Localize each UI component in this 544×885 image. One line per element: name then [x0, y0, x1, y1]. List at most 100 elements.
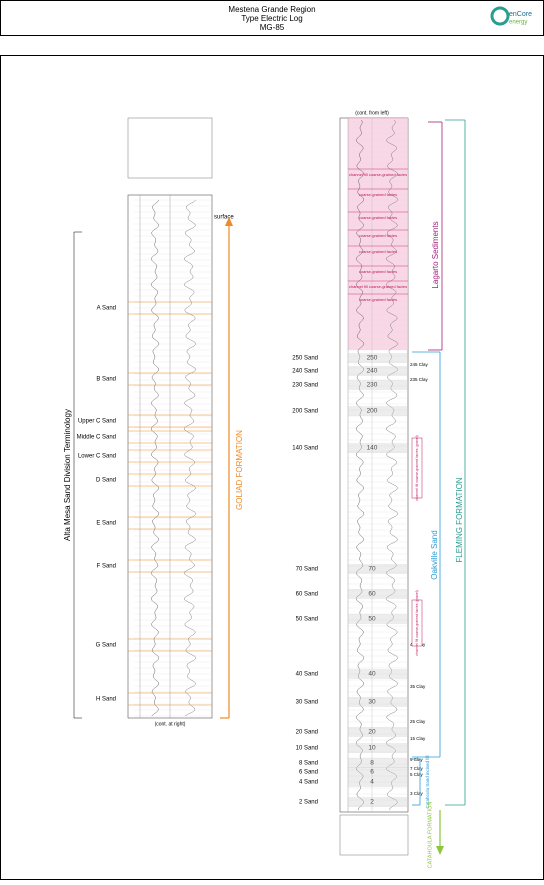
- sand-band: [348, 697, 408, 707]
- sand-band: [348, 777, 408, 787]
- sand-label: Lower C Sand: [78, 454, 116, 460]
- sand-label: Upper C Sand: [78, 419, 116, 425]
- facies-label: coarse-grained facies: [359, 269, 397, 274]
- sand-band: [348, 669, 408, 679]
- sand-label: 6 Sand: [299, 770, 318, 776]
- sand-number: 2: [370, 799, 374, 806]
- title-line: Mestena Grande Region: [228, 5, 315, 14]
- sand-label: 240 Sand: [292, 369, 318, 375]
- sand-label: 8 Sand: [299, 761, 318, 767]
- sand-label: D Sand: [96, 478, 116, 484]
- sand-band: [348, 727, 408, 737]
- sand-band: [348, 614, 408, 624]
- sand-label: E Sand: [96, 521, 116, 527]
- clay-label: 9 Clay: [410, 757, 424, 762]
- title-line: MG-85: [260, 23, 285, 32]
- clay-label: 25 Clay: [410, 719, 426, 724]
- arrow-head: [436, 846, 444, 855]
- sand-label: G Sand: [96, 643, 116, 649]
- sand-band: [348, 380, 408, 390]
- sand-number: 230: [367, 382, 378, 389]
- sand-number: 50: [368, 616, 376, 623]
- log-curve: [355, 119, 365, 811]
- sand-band: [348, 366, 408, 376]
- sand-number: 250: [367, 355, 378, 362]
- annotation: channel fill coarse-grained facies (grav…: [415, 435, 419, 501]
- formation-label: CATAHOULA FORMATION: [427, 802, 433, 869]
- title-line: Type Electric Log: [241, 14, 302, 23]
- continuation: (cont. from left): [355, 110, 389, 116]
- sand-band: [348, 564, 408, 574]
- sand-number: 6: [370, 769, 374, 776]
- sand-label: 4 Sand: [299, 780, 318, 786]
- annotation: channel fill coarse-grained facies (grav…: [415, 590, 419, 656]
- sand-label: F Sand: [97, 564, 116, 570]
- facies-label: coarse-grained facies: [359, 249, 397, 254]
- annotation-box: [411, 599, 423, 647]
- log-curve: [150, 199, 160, 717]
- sand-label: 250 Sand: [292, 356, 318, 362]
- sand-band: [348, 406, 408, 416]
- sand-label: 200 Sand: [292, 409, 318, 415]
- lagarto-shading: [348, 118, 408, 350]
- sand-band: [348, 767, 408, 777]
- log-curve: [183, 199, 197, 717]
- sand-number: 70: [368, 566, 376, 573]
- facies-label: channel fill coarse-grained facies: [349, 284, 407, 289]
- logo-sub: energy: [509, 20, 527, 26]
- sand-number: 40: [368, 671, 376, 678]
- annotation-box: [411, 437, 423, 499]
- sand-number: 200: [367, 408, 378, 415]
- formation-label: Lagarto Sediments: [431, 221, 440, 288]
- arrow-head: [225, 217, 233, 226]
- sand-band: [348, 443, 408, 453]
- left-log-header: [127, 117, 213, 179]
- clay-label: 15 Clay: [410, 736, 426, 741]
- sand-label: B Sand: [96, 377, 116, 383]
- clay-label: 3 Clay: [410, 791, 424, 796]
- sand-band: [348, 797, 408, 807]
- facies-label: coarse-grained facies: [359, 192, 397, 197]
- sand-number: 60: [368, 591, 376, 598]
- sand-label: H Sand: [96, 697, 116, 703]
- formation-label: GOLIAD FORMATION: [235, 430, 244, 510]
- sand-number: 30: [368, 699, 376, 706]
- formation-label: FLEMING FORMATION: [455, 477, 464, 562]
- clay-label: 35 Clay: [410, 684, 426, 689]
- facies-label: coarse-grained facies: [359, 215, 397, 220]
- facies-label: coarse-grained facies: [359, 233, 397, 238]
- right-log-footer: [339, 814, 409, 856]
- log-frame: [0, 55, 544, 880]
- sand-band: [348, 353, 408, 363]
- facies-label: channel fill coarse-grained facies: [349, 172, 407, 177]
- sand-label: 70 Sand: [296, 567, 318, 573]
- facies-label: coarse-grained facies: [359, 297, 397, 302]
- sand-label: Middle C Sand: [77, 435, 116, 441]
- clay-label: 245 Clay: [410, 362, 429, 367]
- sand-label: 230 Sand: [292, 383, 318, 389]
- sand-number: 20: [368, 729, 376, 736]
- logo-name: enCore: [509, 11, 532, 18]
- clay-label: 5 Clay: [410, 772, 424, 777]
- sand-band: [348, 758, 408, 768]
- surface-label: surface: [214, 215, 234, 221]
- sand-number: 10: [368, 745, 376, 752]
- sand-label: 10 Sand: [296, 746, 318, 752]
- sand-number: 4: [370, 779, 374, 786]
- sand-label: 140 Sand: [292, 446, 318, 452]
- sand-label: 2 Sand: [299, 800, 318, 806]
- log-curve: [385, 119, 399, 811]
- logo-mark: [490, 6, 510, 26]
- clay-label: 7 Clay: [410, 766, 424, 771]
- sand-label: 50 Sand: [296, 617, 318, 623]
- formation-label: Catahoula Sand incised fill: [425, 755, 430, 808]
- sand-label: 40 Sand: [296, 672, 318, 678]
- formation-label: Oakville Sand: [430, 530, 439, 579]
- sand-label: 20 Sand: [296, 730, 318, 736]
- sand-number: 8: [370, 760, 374, 767]
- sand-number: 240: [367, 368, 378, 375]
- continuation: (cont. at right): [155, 721, 186, 727]
- sand-number: 140: [367, 445, 378, 452]
- sand-label: 30 Sand: [296, 700, 318, 706]
